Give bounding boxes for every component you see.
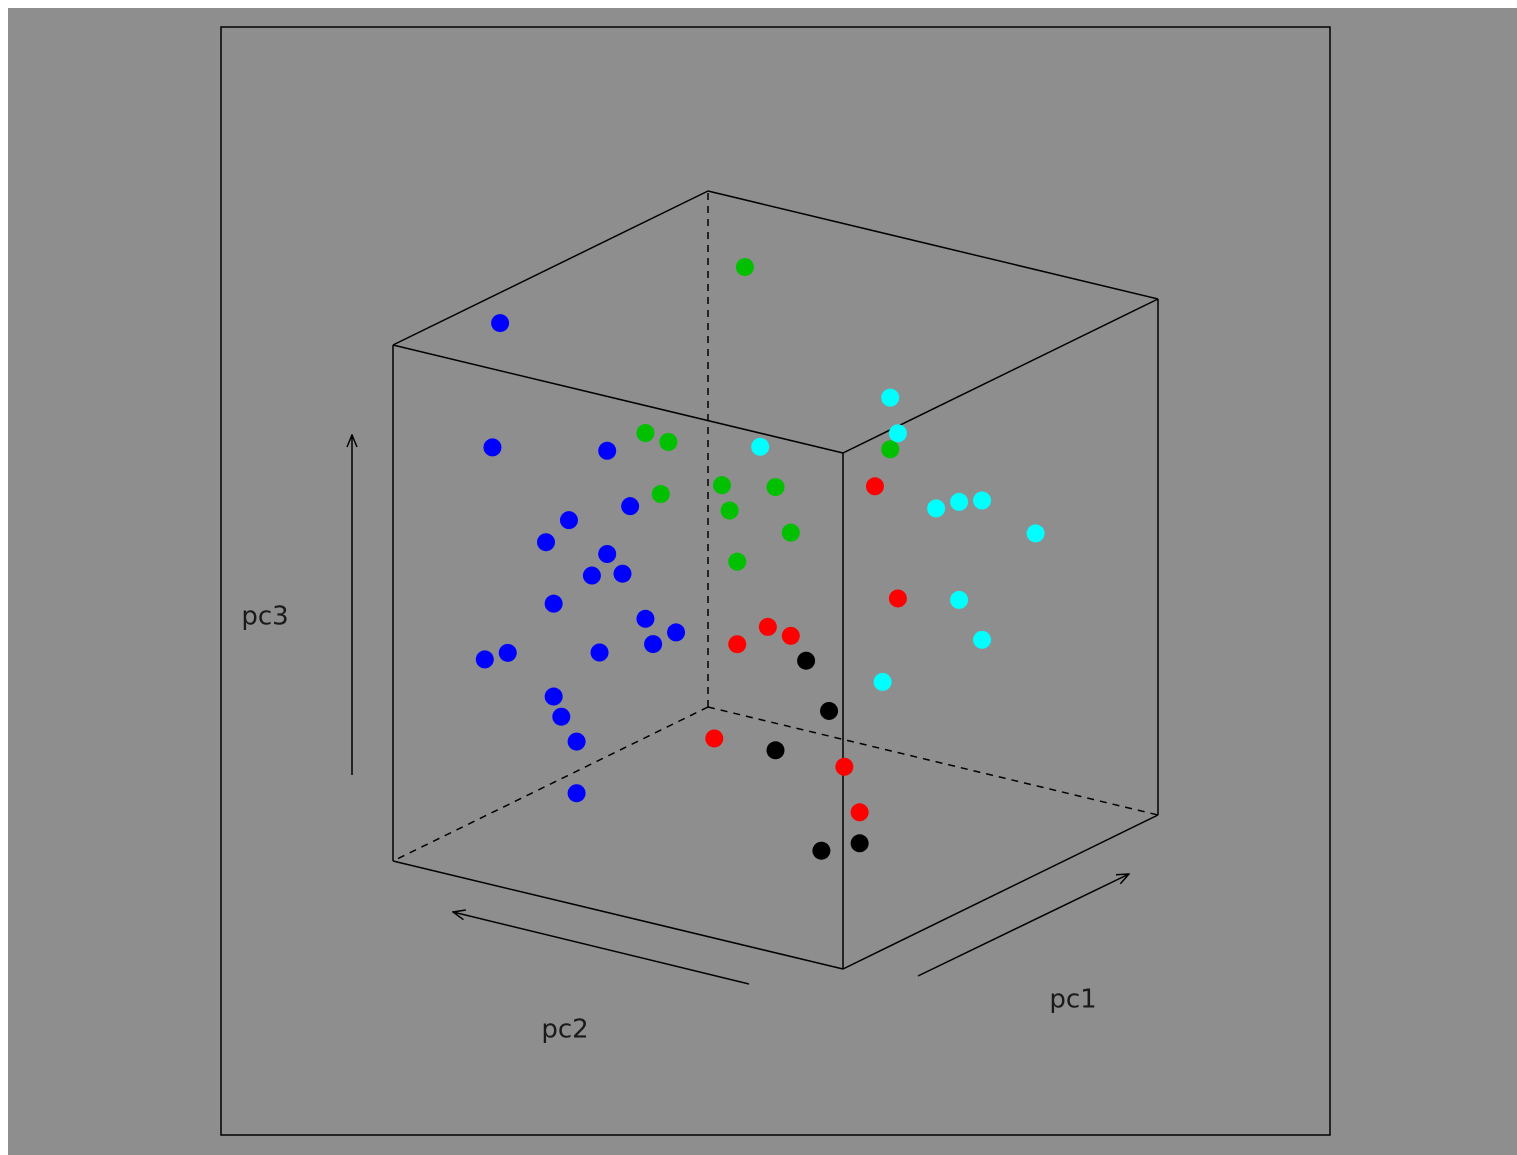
pc1-arrow — [917, 874, 1129, 977]
point — [865, 477, 884, 496]
point — [582, 566, 601, 585]
point — [850, 803, 869, 822]
point — [567, 732, 586, 751]
point — [636, 609, 655, 628]
point — [720, 501, 739, 520]
point — [881, 440, 900, 459]
background — [8, 8, 1517, 1155]
point — [644, 635, 663, 654]
point — [781, 626, 800, 645]
point — [567, 784, 586, 803]
point — [728, 635, 747, 654]
point — [888, 424, 907, 443]
cube-edge — [707, 190, 1159, 300]
point — [781, 523, 800, 542]
point — [1026, 524, 1045, 543]
point — [735, 258, 754, 277]
point — [598, 441, 617, 460]
point — [544, 594, 563, 613]
pc2-arrow — [453, 912, 750, 985]
point — [483, 438, 502, 457]
point — [973, 491, 992, 510]
y-axis-label: pc2 — [541, 1015, 588, 1045]
point — [475, 650, 494, 669]
cube-edge — [392, 860, 844, 970]
cube-edge — [842, 814, 1159, 970]
point — [598, 545, 617, 563]
point — [758, 617, 777, 636]
point — [881, 388, 900, 407]
point — [636, 424, 655, 443]
point — [751, 437, 770, 456]
point — [728, 552, 747, 571]
point — [766, 741, 785, 760]
point — [873, 672, 892, 691]
point — [651, 485, 670, 504]
point — [888, 589, 907, 608]
point — [621, 497, 640, 516]
point — [766, 478, 785, 497]
cube-edge — [392, 344, 844, 454]
point — [491, 314, 510, 333]
point — [705, 729, 724, 748]
point — [820, 701, 839, 720]
point — [950, 492, 969, 511]
point — [812, 841, 831, 860]
point — [835, 757, 854, 776]
point — [797, 651, 816, 670]
point — [712, 476, 731, 495]
point — [498, 643, 517, 662]
plot-frame — [220, 26, 1331, 1136]
point — [537, 533, 555, 552]
point — [950, 590, 969, 609]
cube-edge — [392, 706, 709, 862]
point — [850, 834, 869, 853]
point — [590, 643, 609, 662]
point — [659, 432, 678, 451]
point — [973, 630, 992, 649]
point — [559, 511, 578, 530]
point — [552, 707, 571, 726]
z-axis-label: pc3 — [241, 602, 288, 632]
point — [544, 687, 563, 706]
cube-edge — [392, 190, 709, 346]
point — [927, 499, 946, 518]
point — [613, 564, 632, 583]
point — [667, 623, 686, 642]
x-axis-label: pc1 — [1049, 985, 1096, 1015]
